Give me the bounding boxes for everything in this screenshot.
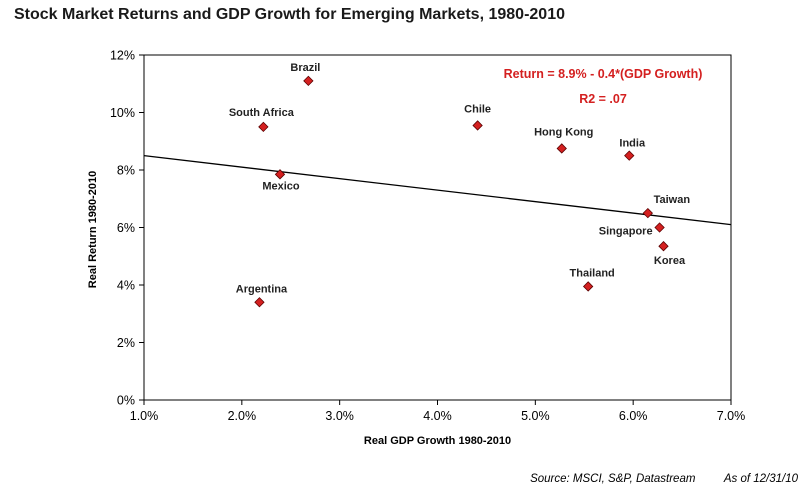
point-label: India <box>619 138 646 150</box>
x-tick-label: 4.0% <box>423 409 452 423</box>
point-label: South Africa <box>229 107 295 119</box>
y-axis-label: Real Return 1980-2010 <box>87 171 99 288</box>
data-point <box>658 241 669 252</box>
x-axis-label: Real GDP Growth 1980-2010 <box>364 435 511 447</box>
y-tick-label: 10% <box>110 106 135 120</box>
trendline-equation: Return = 8.9% - 0.4*(GDP Growth) <box>504 67 703 81</box>
y-tick-label: 0% <box>117 394 135 408</box>
trendline <box>143 154 732 226</box>
data-point <box>472 120 483 131</box>
x-tick-label: 2.0% <box>228 409 257 423</box>
point-label: Taiwan <box>654 194 691 206</box>
point-label: Korea <box>654 255 686 267</box>
data-point <box>582 281 594 292</box>
y-tick-label: 2% <box>117 336 135 350</box>
y-tick-label: 12% <box>110 49 135 63</box>
data-point <box>303 75 314 87</box>
data-point <box>654 222 665 233</box>
data-point <box>258 121 269 133</box>
source-footnote: Source: MSCI, S&P, Datastream As of 12/3… <box>530 473 798 485</box>
r-squared-label: R2 = .07 <box>579 92 627 106</box>
x-tick-label: 5.0% <box>521 409 550 423</box>
data-point <box>624 150 635 161</box>
x-tick-label: 7.0% <box>717 409 746 423</box>
point-label: Hong Kong <box>534 126 593 138</box>
data-point <box>556 143 567 154</box>
as-of-date: As of 12/31/10 <box>723 473 798 485</box>
data-point <box>254 297 265 308</box>
point-label: Mexico <box>262 180 300 192</box>
point-label: Brazil <box>290 62 320 74</box>
point-label: Thailand <box>570 267 615 279</box>
y-tick-label: 6% <box>117 221 135 235</box>
y-tick-label: 8% <box>117 164 135 178</box>
data-point <box>274 169 286 180</box>
y-tick-label: 4% <box>117 279 135 293</box>
source-text: Source: MSCI, S&P, Datastream <box>530 473 696 485</box>
chart-title: Stock Market Returns and GDP Growth for … <box>14 6 565 23</box>
point-label: Chile <box>464 103 491 115</box>
data-point <box>642 207 654 219</box>
x-tick-label: 3.0% <box>325 409 354 423</box>
point-label: Argentina <box>236 283 288 295</box>
x-tick-label: 6.0% <box>619 409 648 423</box>
x-tick-label: 1.0% <box>130 409 159 423</box>
point-label: Singapore <box>599 226 653 238</box>
